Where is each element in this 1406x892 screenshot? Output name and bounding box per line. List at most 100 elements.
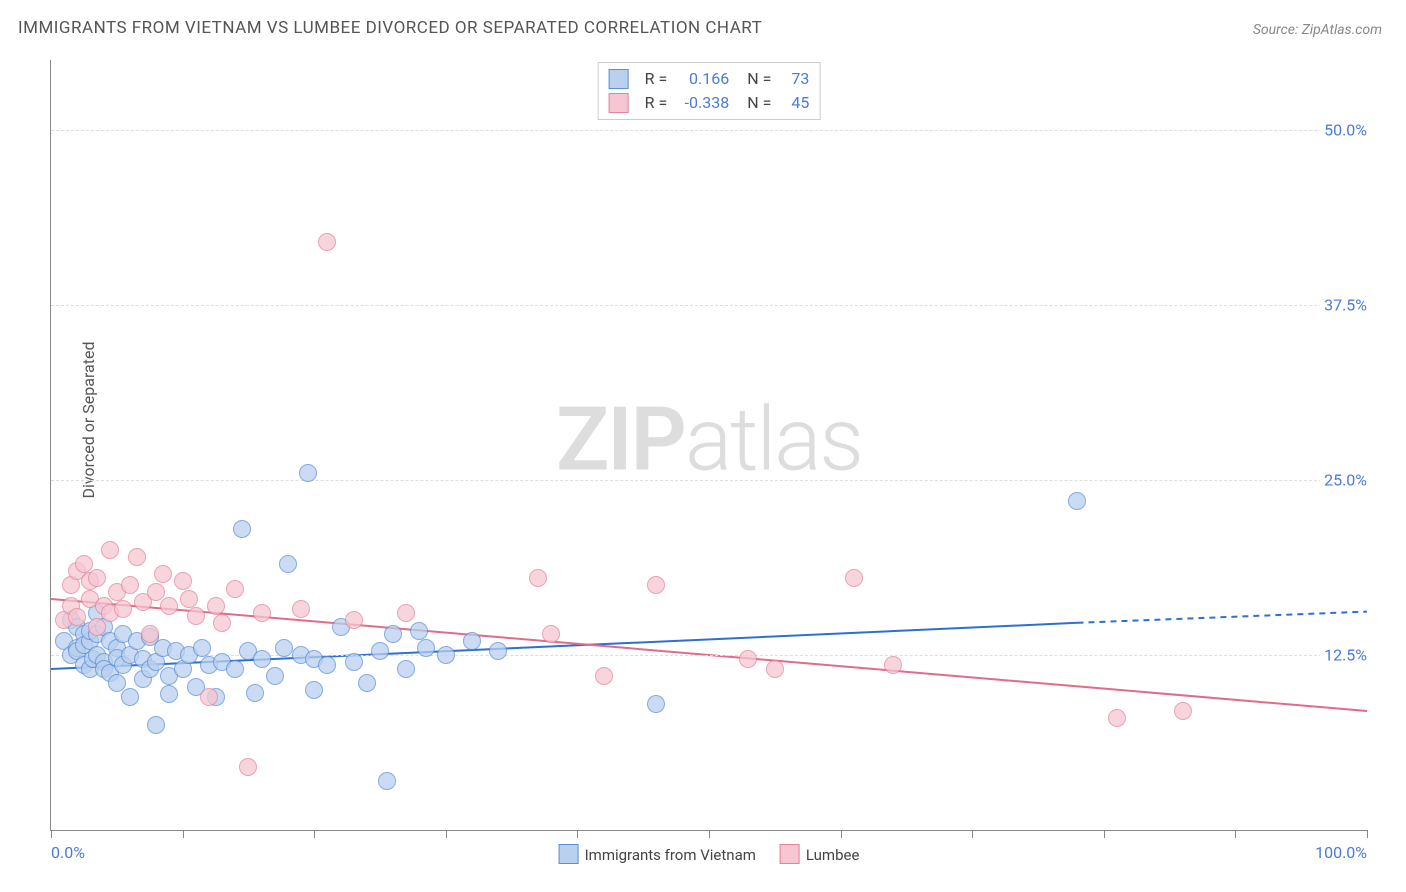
x-tick [577,830,578,838]
scatter-point-lumbee [318,233,336,251]
gridline [51,130,1367,131]
legend-swatch [609,93,629,113]
scatter-point-vietnam [253,650,271,668]
series-legend-item-lumbee: Lumbee [780,844,860,864]
scatter-point-vietnam [160,685,178,703]
chart-container: IMMIGRANTS FROM VIETNAM VS LUMBEE DIVORC… [0,0,1406,892]
scatter-point-lumbee [766,660,784,678]
scatter-point-lumbee [180,590,198,608]
n-value: 45 [781,91,809,115]
trend-line-dashed-vietnam [1077,612,1367,623]
scatter-point-lumbee [200,688,218,706]
scatter-point-vietnam [233,520,251,538]
scatter-point-lumbee [253,604,271,622]
scatter-point-vietnam [147,716,165,734]
scatter-point-vietnam [489,642,507,660]
scatter-point-vietnam [345,653,363,671]
scatter-point-lumbee [114,600,132,618]
scatter-point-lumbee [345,611,363,629]
plot-area: ZIPatlas R =0.166N =73R =-0.338N =45 Imm… [50,60,1367,831]
scatter-point-lumbee [529,569,547,587]
x-tick [841,830,842,838]
y-tick-label: 37.5% [1320,296,1371,315]
legend-row-vietnam: R = 0.166 N = 73 [609,67,810,91]
series-legend-item-vietnam: Immigrants from Vietnam [559,844,756,864]
scatter-point-lumbee [121,576,139,594]
scatter-point-lumbee [128,548,146,566]
watermark: ZIPatlas [556,388,862,491]
chart-title: IMMIGRANTS FROM VIETNAM VS LUMBEE DIVORC… [18,18,762,38]
scatter-point-lumbee [154,565,172,583]
scatter-point-vietnam [279,555,297,573]
scatter-point-vietnam [226,660,244,678]
correlation-legend: R = 0.166 N = 73 R = -0.338 N = 45 [598,62,821,120]
scatter-point-vietnam [437,646,455,664]
scatter-point-lumbee [647,576,665,594]
x-tick [972,830,973,838]
gridline [51,480,1367,481]
x-tick [1235,830,1236,838]
x-tick [1104,830,1105,838]
scatter-point-lumbee [160,597,178,615]
scatter-point-lumbee [68,608,86,626]
x-tick [446,830,447,838]
scatter-point-vietnam [410,622,428,640]
scatter-point-vietnam [417,639,435,657]
series-legend: Immigrants from Vietnam Lumbee [559,844,860,864]
scatter-point-lumbee [292,600,310,618]
scatter-point-lumbee [1174,702,1192,720]
series-label: Immigrants from Vietnam [585,846,756,864]
x-tick-label: 0.0% [51,843,85,862]
scatter-point-lumbee [101,541,119,559]
scatter-point-lumbee [542,625,560,643]
watermark-light: atlas [685,388,862,491]
x-tick [51,830,52,838]
x-tick [709,830,710,838]
scatter-point-lumbee [88,569,106,587]
scatter-point-vietnam [121,688,139,706]
scatter-point-vietnam [378,772,396,790]
scatter-point-vietnam [299,464,317,482]
legend-swatch [780,844,800,864]
r-value: 0.166 [677,67,729,91]
scatter-point-lumbee [207,597,225,615]
scatter-point-lumbee [1108,709,1126,727]
scatter-point-vietnam [384,625,402,643]
scatter-point-lumbee [226,580,244,598]
y-tick-label: 50.0% [1320,121,1371,140]
x-tick [183,830,184,838]
scatter-point-lumbee [739,650,757,668]
trend-lines [51,60,1367,830]
n-label: N = [747,67,771,91]
n-label: N = [747,91,771,115]
scatter-point-vietnam [358,674,376,692]
x-tick [314,830,315,838]
scatter-point-vietnam [246,684,264,702]
gridline [51,305,1367,306]
r-label: R = [645,91,668,115]
scatter-point-lumbee [884,656,902,674]
scatter-point-lumbee [397,604,415,622]
scatter-point-vietnam [266,667,284,685]
x-tick-label: 100.0% [1315,843,1367,862]
n-value: 73 [781,67,809,91]
scatter-point-vietnam [463,632,481,650]
legend-swatch [559,844,579,864]
x-tick [1367,830,1368,838]
y-tick-label: 25.0% [1320,471,1371,490]
scatter-point-vietnam [371,642,389,660]
scatter-point-vietnam [647,695,665,713]
r-value: -0.338 [677,91,729,115]
legend-row-lumbee: R = -0.338 N = 45 [609,91,810,115]
scatter-point-lumbee [187,607,205,625]
scatter-point-vietnam [318,656,336,674]
scatter-point-lumbee [239,758,257,776]
r-label: R = [645,67,668,91]
scatter-point-lumbee [88,618,106,636]
scatter-point-lumbee [213,614,231,632]
scatter-point-vietnam [397,660,415,678]
scatter-point-lumbee [174,572,192,590]
scatter-point-vietnam [275,639,293,657]
scatter-point-lumbee [845,569,863,587]
scatter-point-vietnam [305,681,323,699]
